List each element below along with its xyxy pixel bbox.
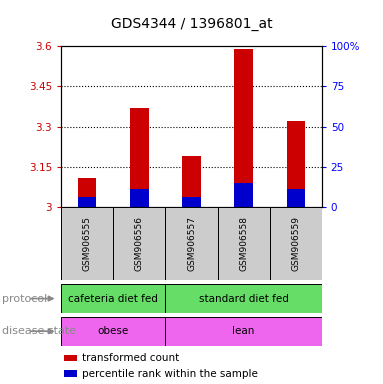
Bar (182, 156, 201, 207)
Bar (165, 207, 218, 280)
Bar (165, 317, 322, 346)
Text: standard diet fed: standard diet fed (199, 293, 288, 304)
Bar (61, 317, 165, 346)
Text: GSM906556: GSM906556 (135, 216, 144, 271)
Bar (64, 371, 77, 377)
Bar (234, 183, 253, 207)
Bar (78, 197, 97, 207)
Bar (218, 207, 270, 280)
Bar (113, 207, 165, 280)
Text: GDS4344 / 1396801_at: GDS4344 / 1396801_at (111, 17, 272, 31)
Bar (165, 284, 322, 313)
Bar (61, 284, 165, 313)
Text: obese: obese (98, 326, 129, 336)
Text: GSM906559: GSM906559 (291, 216, 300, 271)
Bar (286, 121, 305, 207)
Bar (78, 178, 97, 207)
Text: GSM906558: GSM906558 (239, 216, 248, 271)
Bar (286, 189, 305, 207)
Bar (64, 355, 77, 361)
Bar (130, 108, 149, 207)
Text: percentile rank within the sample: percentile rank within the sample (82, 369, 258, 379)
Bar (130, 189, 149, 207)
Text: GSM906555: GSM906555 (83, 216, 92, 271)
Bar (270, 207, 322, 280)
Bar (61, 207, 113, 280)
Text: transformed count: transformed count (82, 353, 179, 363)
Text: cafeteria diet fed: cafeteria diet fed (69, 293, 158, 304)
Text: lean: lean (232, 326, 255, 336)
Text: disease state: disease state (2, 326, 76, 336)
Bar (234, 49, 253, 207)
Text: protocol: protocol (2, 293, 47, 304)
Text: GSM906557: GSM906557 (187, 216, 196, 271)
Bar (182, 197, 201, 207)
